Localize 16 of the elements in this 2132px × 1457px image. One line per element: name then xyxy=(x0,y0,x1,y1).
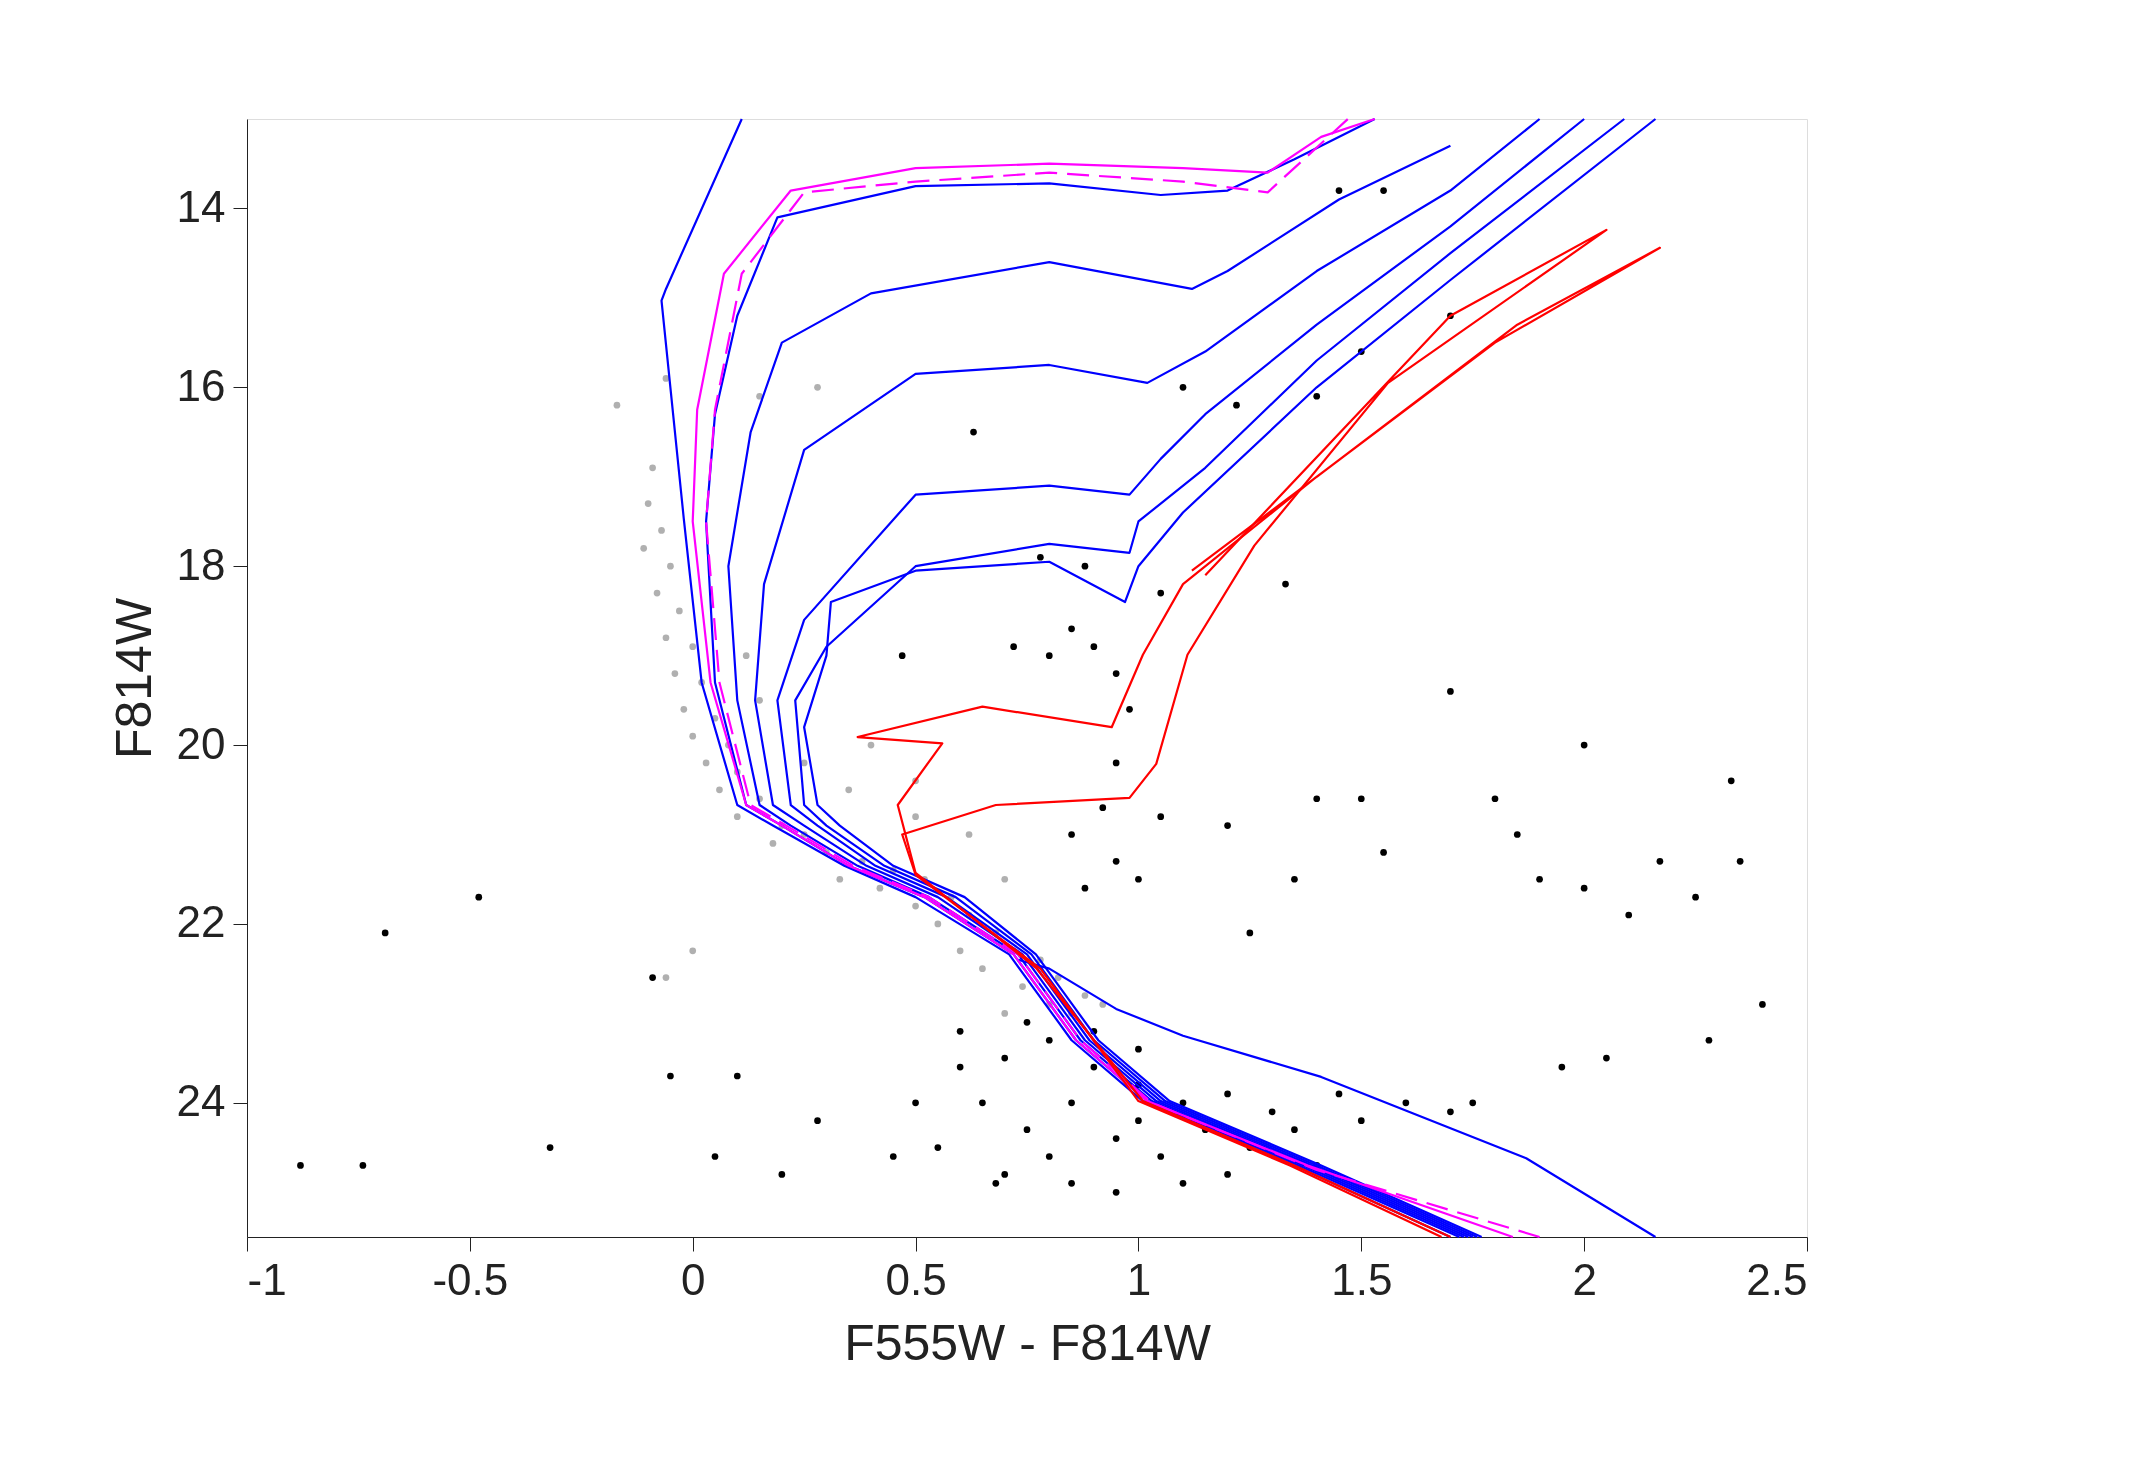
y-axis-title: F814W xyxy=(105,597,162,760)
y-tick-label: 16 xyxy=(176,360,226,410)
y-tick-label: 14 xyxy=(176,181,226,231)
x-tick-label: 0 xyxy=(680,1254,706,1304)
x-tick-label: -1 xyxy=(247,1254,287,1304)
y-tick-label: 18 xyxy=(176,539,226,589)
x-tick-label: 2 xyxy=(1572,1254,1597,1304)
x-tick-label: 0.5 xyxy=(885,1254,947,1304)
x-tick-label: -0.5 xyxy=(432,1254,509,1304)
y-tick-label: 24 xyxy=(176,1076,226,1126)
y-tick-label: 20 xyxy=(176,718,226,768)
x-tick-label: 2.5 xyxy=(1746,1254,1808,1304)
x-tick-label: 1.5 xyxy=(1331,1254,1393,1304)
x-axis-title: F555W - F814W xyxy=(844,1314,1212,1371)
y-tick-label: 22 xyxy=(176,897,226,947)
x-tick-label: 1 xyxy=(1126,1254,1152,1304)
